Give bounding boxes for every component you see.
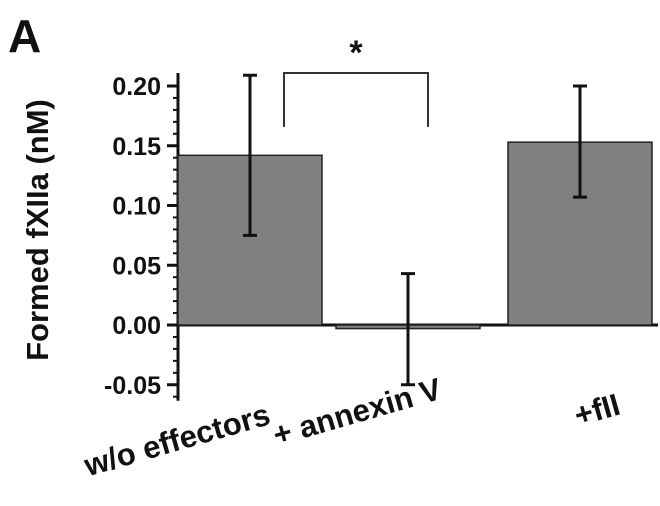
y-axis-label: Formed fXIIa (nM) (20, 99, 55, 361)
x-category-label: + annexin V (269, 371, 445, 452)
y-tick-label: 0.00 (112, 312, 161, 340)
y-tick-label: 0.15 (112, 133, 161, 161)
x-category-label: +fII (570, 387, 624, 433)
panel-label: A (8, 10, 41, 62)
y-tick-label: -0.05 (104, 372, 161, 400)
y-tick-label: 0.10 (112, 193, 161, 221)
x-category-label: w/o effectors (79, 397, 273, 484)
significance-bracket (283, 72, 429, 127)
plot-area: -0.050.000.050.100.150.20*w/o effectors+… (79, 34, 658, 483)
significance-label: * (349, 34, 363, 72)
y-tick-label: 0.20 (112, 73, 161, 101)
y-tick-label: 0.05 (112, 252, 161, 280)
